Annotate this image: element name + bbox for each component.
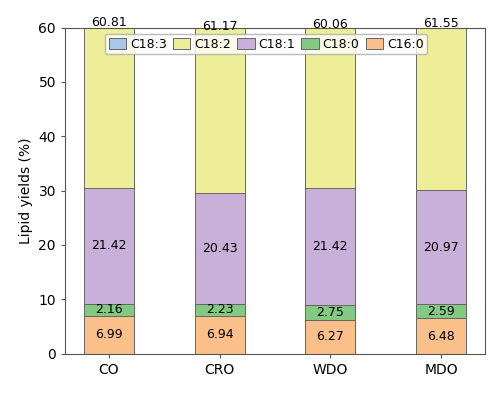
Text: 2.75: 2.75 <box>316 306 344 319</box>
Text: 2.16: 2.16 <box>95 303 123 316</box>
Text: 61.55: 61.55 <box>423 17 459 29</box>
Bar <box>195 193 244 304</box>
Bar <box>84 304 134 316</box>
Text: 60.06: 60.06 <box>312 18 348 31</box>
Text: 2.59: 2.59 <box>427 305 455 318</box>
Bar <box>195 316 244 354</box>
Bar <box>306 0 355 188</box>
Bar <box>84 187 134 304</box>
Text: 21.42: 21.42 <box>91 239 126 252</box>
Bar <box>84 0 134 187</box>
Bar <box>416 305 466 318</box>
Bar <box>416 190 466 305</box>
Text: 20.43: 20.43 <box>202 242 237 255</box>
Bar <box>84 316 134 354</box>
Text: 6.48: 6.48 <box>427 330 455 343</box>
Bar <box>195 0 244 193</box>
Text: 6.94: 6.94 <box>206 328 234 342</box>
Bar <box>416 0 466 190</box>
Text: 6.99: 6.99 <box>95 328 123 341</box>
Bar <box>306 320 355 354</box>
Text: 21.42: 21.42 <box>312 240 348 253</box>
Text: 6.27: 6.27 <box>316 330 344 343</box>
Text: 61.17: 61.17 <box>202 20 237 33</box>
Legend: C18:3, C18:2, C18:1, C18:0, C16:0: C18:3, C18:2, C18:1, C18:0, C16:0 <box>105 34 428 54</box>
Text: 2.23: 2.23 <box>206 303 234 316</box>
Y-axis label: Lipid yields (%): Lipid yields (%) <box>19 138 33 244</box>
Text: 20.97: 20.97 <box>423 241 459 254</box>
Bar <box>195 304 244 316</box>
Text: 60.81: 60.81 <box>91 16 127 29</box>
Bar <box>306 188 355 305</box>
Bar <box>416 318 466 354</box>
Bar <box>306 305 355 320</box>
